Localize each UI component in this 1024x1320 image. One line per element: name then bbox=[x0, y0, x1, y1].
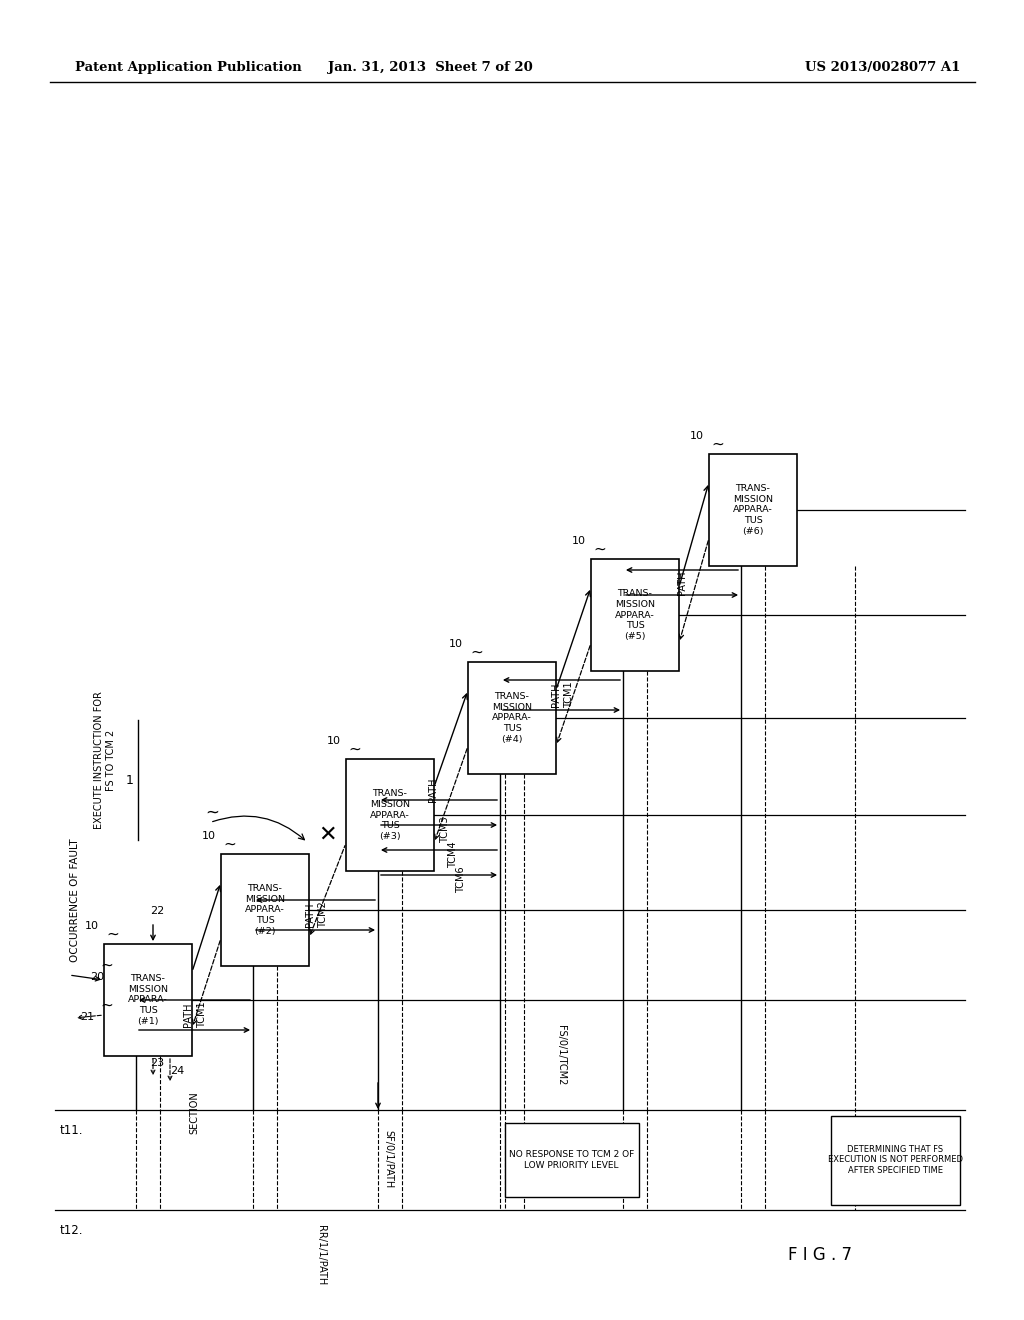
Text: ~: ~ bbox=[712, 437, 724, 451]
FancyBboxPatch shape bbox=[468, 663, 556, 774]
Text: TCM4: TCM4 bbox=[449, 842, 458, 869]
FancyBboxPatch shape bbox=[830, 1115, 959, 1204]
Text: ✕: ✕ bbox=[318, 825, 337, 845]
Text: 1: 1 bbox=[126, 774, 134, 787]
Text: OCCURRENCE OF FAULT: OCCURRENCE OF FAULT bbox=[70, 838, 80, 962]
Text: SECTION: SECTION bbox=[189, 1092, 200, 1134]
Text: Patent Application Publication: Patent Application Publication bbox=[75, 62, 302, 74]
Text: 10: 10 bbox=[690, 432, 705, 441]
Text: NO RESPONSE TO TCM 2 OF
LOW PRIORITY LEVEL: NO RESPONSE TO TCM 2 OF LOW PRIORITY LEV… bbox=[509, 1150, 634, 1170]
Text: TCM2: TCM2 bbox=[318, 902, 329, 928]
Text: PATH: PATH bbox=[677, 570, 687, 595]
Text: TRANS-
MISSION
APPARA-
TUS
(#4): TRANS- MISSION APPARA- TUS (#4) bbox=[492, 692, 532, 744]
Text: F I G . 7: F I G . 7 bbox=[788, 1246, 852, 1265]
Text: ~: ~ bbox=[100, 958, 113, 973]
Text: RR/1/1/PATH: RR/1/1/PATH bbox=[315, 1225, 326, 1286]
Text: 23: 23 bbox=[150, 1059, 164, 1068]
Text: t11.: t11. bbox=[60, 1125, 84, 1137]
Text: SF/0/1/PATH: SF/0/1/PATH bbox=[383, 1130, 393, 1188]
Text: ~: ~ bbox=[594, 541, 606, 557]
Text: ~: ~ bbox=[106, 927, 120, 941]
Text: PATH: PATH bbox=[551, 682, 560, 708]
FancyBboxPatch shape bbox=[221, 854, 309, 966]
Text: 10: 10 bbox=[572, 536, 586, 546]
Text: 10: 10 bbox=[85, 921, 99, 931]
FancyBboxPatch shape bbox=[104, 944, 193, 1056]
Text: TCM1: TCM1 bbox=[198, 1002, 208, 1028]
Text: ~: ~ bbox=[100, 998, 113, 1012]
Text: PATH: PATH bbox=[183, 1003, 194, 1027]
Text: 10: 10 bbox=[449, 639, 463, 649]
Text: ~: ~ bbox=[205, 804, 219, 821]
Text: TRANS-
MISSION
APPARA-
TUS
(#5): TRANS- MISSION APPARA- TUS (#5) bbox=[615, 589, 655, 642]
Text: ~: ~ bbox=[471, 644, 483, 660]
Text: 20: 20 bbox=[90, 972, 104, 982]
Text: TRANS-
MISSION
APPARA-
TUS
(#6): TRANS- MISSION APPARA- TUS (#6) bbox=[733, 484, 773, 536]
Text: t12.: t12. bbox=[60, 1224, 84, 1237]
Text: TRANS-
MISSION
APPARA-
TUS
(#3): TRANS- MISSION APPARA- TUS (#3) bbox=[370, 789, 410, 841]
Text: TCM3: TCM3 bbox=[440, 817, 450, 843]
Text: ~: ~ bbox=[223, 837, 237, 851]
FancyBboxPatch shape bbox=[709, 454, 797, 566]
Text: 22: 22 bbox=[150, 906, 164, 916]
FancyBboxPatch shape bbox=[346, 759, 434, 871]
FancyBboxPatch shape bbox=[505, 1123, 639, 1197]
Text: 10: 10 bbox=[202, 832, 216, 841]
Text: PATH: PATH bbox=[428, 777, 438, 803]
Text: TRANS-
MISSION
APPARA-
TUS
(#1): TRANS- MISSION APPARA- TUS (#1) bbox=[128, 974, 168, 1026]
Text: PATH: PATH bbox=[304, 903, 314, 927]
Text: EXECUTE INSTRUCTION FOR
FS TO TCM 2: EXECUTE INSTRUCTION FOR FS TO TCM 2 bbox=[94, 692, 116, 829]
Text: ~: ~ bbox=[348, 742, 361, 756]
Text: US 2013/0028077 A1: US 2013/0028077 A1 bbox=[805, 62, 961, 74]
Text: TRANS-
MISSION
APPARA-
TUS
(#2): TRANS- MISSION APPARA- TUS (#2) bbox=[245, 884, 285, 936]
Text: TCM1: TCM1 bbox=[564, 681, 574, 709]
Text: 21: 21 bbox=[80, 1012, 94, 1022]
FancyBboxPatch shape bbox=[591, 558, 679, 671]
Text: Jan. 31, 2013  Sheet 7 of 20: Jan. 31, 2013 Sheet 7 of 20 bbox=[328, 62, 532, 74]
Text: TCM6: TCM6 bbox=[456, 867, 466, 894]
Text: FS/0/1/TCM2: FS/0/1/TCM2 bbox=[556, 1024, 566, 1085]
Text: 10: 10 bbox=[327, 737, 341, 746]
Text: DETERMINING THAT FS
EXECUTION IS NOT PERFORMED
AFTER SPECIFIED TIME: DETERMINING THAT FS EXECUTION IS NOT PER… bbox=[827, 1144, 963, 1175]
Text: 24: 24 bbox=[170, 1067, 184, 1076]
